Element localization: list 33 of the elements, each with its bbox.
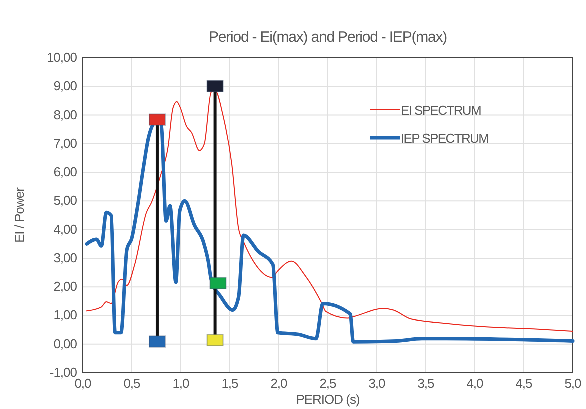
y-tick-label: 5,00 bbox=[54, 193, 78, 208]
x-tick-label: 1,5 bbox=[222, 376, 239, 391]
point bbox=[148, 336, 166, 348]
x-tick-label: 5,0 bbox=[564, 376, 582, 391]
y-tick-label: 6,00 bbox=[54, 164, 78, 180]
x-tick-label: 3,5 bbox=[418, 376, 435, 391]
x-tick-label: 4,0 bbox=[466, 376, 484, 391]
y-tick-label: 10,00 bbox=[46, 50, 78, 65]
point bbox=[206, 334, 224, 346]
y-tick-label: 0,00 bbox=[54, 336, 78, 352]
y-tick-label: 7,00 bbox=[54, 136, 78, 151]
x-axis-title: PERIOD (s) bbox=[296, 392, 360, 407]
point bbox=[148, 114, 166, 126]
y-tick-label: 3,00 bbox=[54, 250, 78, 266]
y-tick-label: 2,00 bbox=[54, 279, 78, 294]
x-tick-label: 2,5 bbox=[320, 376, 337, 391]
legend-label: IEP SPECTRUM bbox=[401, 131, 489, 146]
x-tick-label: 0,5 bbox=[124, 376, 141, 391]
x-tick-label: 2,0 bbox=[270, 376, 288, 391]
y-tick-label: -1,00 bbox=[50, 365, 78, 380]
x-tick-label: 4,5 bbox=[516, 376, 533, 391]
point bbox=[210, 277, 227, 290]
x-tick-label: 0,0 bbox=[74, 376, 92, 391]
y-tick-label: 9,00 bbox=[54, 78, 78, 94]
point bbox=[206, 80, 224, 92]
y-tick-label: 1,00 bbox=[54, 308, 78, 323]
y-tick-label: 4,00 bbox=[54, 222, 78, 237]
chart-title: Period - Ei(max) and Period - IEP(max) bbox=[208, 29, 448, 46]
y-axis-title: EI / Power bbox=[12, 186, 27, 243]
x-tick-label: 3,0 bbox=[368, 376, 386, 391]
legend-label: EI SPECTRUM bbox=[401, 103, 482, 118]
y-tick-label: 8,00 bbox=[54, 107, 78, 122]
x-tick-label: 1,0 bbox=[172, 376, 190, 391]
